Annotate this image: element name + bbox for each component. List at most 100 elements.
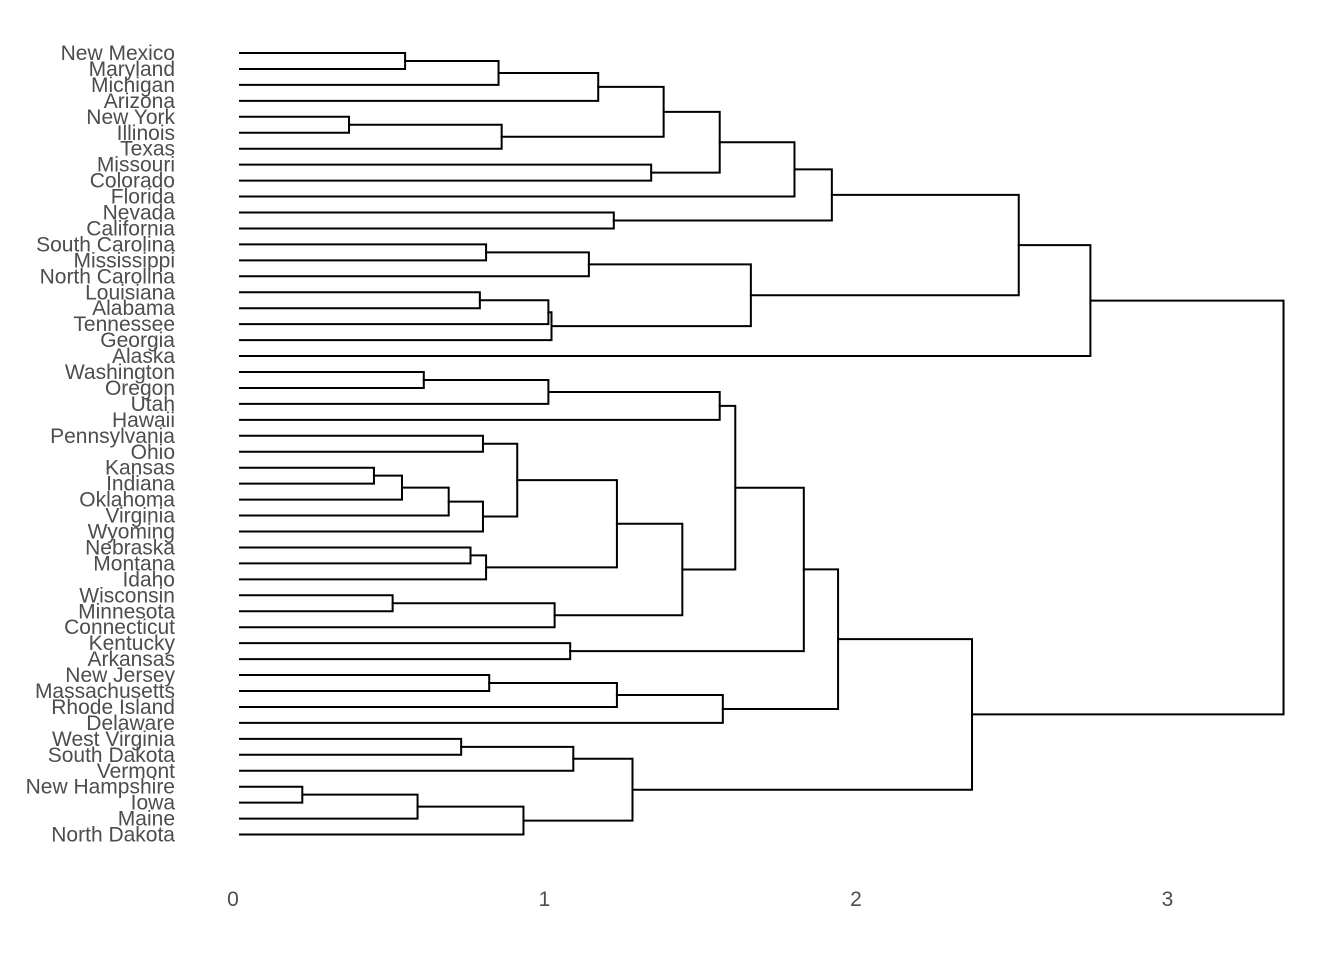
- leaf-label-missouri: Missouri: [97, 154, 175, 177]
- leaf-label-kansas: Kansas: [105, 457, 175, 480]
- merge-link-39: [239, 682, 618, 708]
- leaf-label-new-hampshire: New Hampshire: [26, 776, 175, 799]
- leaf-label-michigan: Michigan: [91, 74, 175, 97]
- dendrogram-links: [239, 52, 1285, 836]
- merge-link-12: [239, 243, 488, 262]
- merge-link-38: [239, 674, 491, 692]
- leaf-label-california: California: [86, 217, 175, 240]
- leaf-label-massachusetts: Massachusetts: [35, 680, 175, 703]
- x-tick-label-0: 0: [227, 888, 239, 911]
- merge-link-40: [239, 693, 724, 724]
- leaf-label-new-mexico: New Mexico: [61, 42, 175, 65]
- merge-link-18: [749, 193, 1020, 297]
- leaf-label-arkansas: Arkansas: [87, 648, 175, 671]
- leaf-label-oklahoma: Oklahoma: [79, 489, 175, 512]
- merge-link-1: [239, 52, 407, 70]
- leaf-label-wyoming: Wyoming: [88, 521, 175, 544]
- leaf-label-idaho: Idaho: [122, 568, 175, 591]
- leaf-label-alabama: Alabama: [92, 297, 175, 320]
- merge-link-29: [239, 546, 472, 565]
- merge-link-15: [239, 299, 550, 326]
- merge-link-45: [239, 793, 419, 820]
- merge-link-10: [239, 211, 615, 230]
- merge-link-3: [239, 71, 600, 102]
- merge-link-36: [239, 642, 572, 661]
- leaf-label-florida: Florida: [111, 186, 176, 209]
- merge-link-33: [239, 602, 556, 629]
- merge-link-31: [485, 479, 618, 569]
- merge-link-23: [239, 434, 484, 453]
- leaf-label-tennessee: Tennessee: [73, 313, 175, 336]
- merge-link-30: [239, 554, 488, 581]
- leaf-label-hawaii: Hawaii: [112, 409, 175, 432]
- merge-link-25: [239, 474, 403, 501]
- leaf-label-north-dakota: North Dakota: [51, 824, 175, 847]
- leaf-label-nebraska: Nebraska: [85, 536, 175, 559]
- leaf-label-minnesota: Minnesota: [78, 600, 175, 623]
- merge-link-6: [500, 85, 665, 138]
- merge-link-5: [239, 123, 503, 150]
- leaf-label-new-jersey: New Jersey: [65, 664, 175, 687]
- leaf-label-south-dakota: South Dakota: [48, 744, 176, 767]
- merge-link-24: [239, 466, 375, 485]
- leaf-label-louisiana: Louisiana: [85, 281, 175, 304]
- leaf-label-delaware: Delaware: [86, 712, 175, 735]
- leaf-label-iowa: Iowa: [131, 792, 176, 815]
- merge-link-9: [239, 141, 796, 198]
- merge-link-14: [239, 291, 481, 310]
- leaf-label-mississippi: Mississippi: [73, 249, 175, 272]
- merge-link-41: [721, 568, 840, 710]
- leaf-label-new-york: New York: [86, 106, 175, 129]
- leaf-label-alaska: Alaska: [112, 345, 175, 368]
- leaf-label-wisconsin: Wisconsin: [79, 584, 175, 607]
- leaf-label-south-carolina: South Carolina: [36, 233, 175, 256]
- leaf-label-ohio: Ohio: [131, 441, 175, 464]
- leaf-label-north-carolina: North Carolina: [40, 265, 176, 288]
- leaf-label-georgia: Georgia: [100, 329, 175, 352]
- merge-link-34: [553, 522, 684, 617]
- merge-link-7: [239, 163, 653, 182]
- merge-link-46: [239, 805, 525, 836]
- leaf-label-texas: Texas: [120, 138, 175, 161]
- merge-link-13: [239, 251, 590, 278]
- x-axis-ticks: 0 1 2 3: [227, 888, 1173, 911]
- x-tick-label-1: 1: [539, 888, 551, 911]
- merge-link-2: [239, 59, 500, 86]
- merge-link-17: [550, 263, 752, 328]
- leaf-label-washington: Washington: [65, 361, 175, 384]
- merge-link-11: [612, 168, 833, 222]
- merge-link-44: [239, 785, 304, 804]
- merge-link-47: [522, 757, 634, 822]
- merge-link-42: [239, 737, 463, 756]
- leaf-label-montana: Montana: [93, 552, 175, 575]
- leaf-label-nevada: Nevada: [103, 202, 176, 225]
- merge-link-35: [681, 404, 737, 571]
- merge-link-28: [481, 442, 519, 518]
- leaf-label-arizona: Arizona: [104, 90, 176, 113]
- leaf-label-maine: Maine: [118, 808, 175, 831]
- merge-link-49: [971, 299, 1285, 716]
- merge-link-32: [239, 594, 394, 613]
- leaf-label-kentucky: Kentucky: [89, 632, 176, 655]
- leaf-label-west-virginia: West Virginia: [52, 728, 175, 751]
- merge-link-20: [239, 371, 425, 389]
- leaf-label-indiana: Indiana: [106, 473, 175, 496]
- leaf-label-virginia: Virginia: [105, 505, 175, 528]
- merge-link-16: [239, 311, 553, 342]
- x-tick-label-2: 2: [850, 888, 862, 911]
- leaf-label-pennsylvania: Pennsylvania: [50, 425, 175, 448]
- merge-link-8: [650, 110, 721, 174]
- leaf-label-rhode-island: Rhode Island: [51, 696, 175, 719]
- merge-link-48: [631, 638, 974, 791]
- merge-link-21: [239, 378, 550, 405]
- leaf-label-oregon: Oregon: [105, 377, 175, 400]
- leaf-label-colorado: Colorado: [90, 170, 175, 193]
- leaf-label-connecticut: Connecticut: [64, 616, 175, 639]
- leaf-label-utah: Utah: [131, 393, 175, 416]
- merge-link-43: [239, 745, 575, 772]
- merge-link-4: [239, 115, 351, 134]
- leaf-label-illinois: Illinois: [117, 122, 175, 145]
- leaf-label-vermont: Vermont: [97, 760, 175, 783]
